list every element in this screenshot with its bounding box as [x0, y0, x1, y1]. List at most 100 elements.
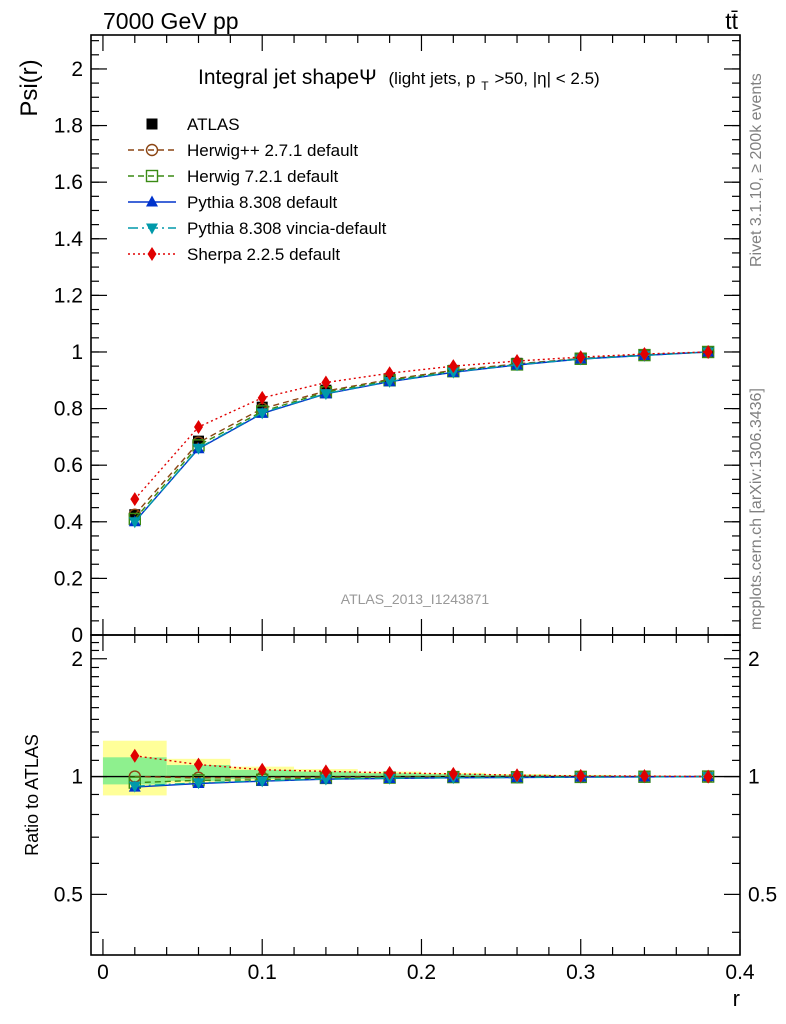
ratio-series-line	[134, 775, 709, 784]
ratio-data-point	[319, 774, 332, 786]
ratio-series-line	[134, 775, 709, 787]
mcplots-note: mcplots.cern.ch [arXiv:1306.3436]	[748, 388, 765, 630]
data-point	[256, 408, 269, 420]
ratio-ylabel: Ratio to ATLAS	[22, 734, 42, 856]
series-line	[134, 351, 709, 500]
plot-title-sub-rest: >50, |η| < 2.5)	[494, 69, 599, 88]
data-point	[448, 359, 458, 374]
main-panel: 0 0.2 0.4 0.6 0.8 1 1.2 1.4 1.6 1.8 2 Integral jet…	[54, 34, 741, 647]
ratio-data-point	[256, 776, 269, 788]
series-sherpa-2-2-5-default	[130, 344, 713, 507]
legend-marker	[146, 118, 158, 130]
ratio-series-group	[128, 748, 715, 793]
plot-title-subscript: T	[481, 79, 489, 93]
legend-entry: Sherpa 2.2.5 default	[128, 245, 340, 264]
main-ytick-label: 1.2	[54, 284, 83, 307]
data-point	[193, 435, 205, 447]
legend: ATLAS Herwig++ 2.7.1 default Herwig 7.2.1 …	[128, 115, 387, 264]
ratio-xtick-label: 0.4	[725, 961, 755, 984]
ratio-xtick-label: 0.1	[248, 961, 277, 984]
legend-entry: Herwig 7.2.1 default	[128, 167, 338, 186]
series-pythia-8-308-default	[128, 345, 715, 527]
data-point	[194, 419, 204, 434]
legend-label: Sherpa 2.2.5 default	[187, 245, 340, 264]
data-point	[321, 375, 331, 390]
ratio-frame	[90, 634, 741, 956]
legend-marker	[147, 247, 157, 261]
ratio-series-line	[134, 755, 709, 778]
ratio-data-point	[257, 762, 267, 777]
data-point	[639, 346, 649, 361]
ratio-series-sherpa-2-2-5-default	[130, 748, 713, 784]
data-point	[385, 366, 395, 381]
legend-entry: Herwig++ 2.7.1 default	[128, 141, 358, 160]
ratio-xlabel: r	[733, 986, 740, 1011]
series-atlas	[129, 346, 714, 521]
main-ytick-label: 0.8	[54, 398, 83, 421]
legend-marker	[145, 169, 159, 183]
main-ytick-label: 0	[71, 624, 83, 647]
data-point	[128, 517, 141, 529]
plot-title: Integral jet shapeΨ (light jets, p T >50…	[198, 66, 600, 95]
ratio-axis-ticks: 0.5 0.5 1 1 2 2 0 0.1 0.2 0.3 0.4	[54, 635, 777, 984]
ratio-xtick-label: 0.2	[407, 961, 436, 984]
series-herwig-7-2-1-default	[128, 345, 715, 526]
legend-marker	[145, 143, 159, 157]
ratio-data-point	[703, 769, 713, 784]
ratio-ytick-label-right: 1	[748, 766, 760, 789]
legend-label: Herwig 7.2.1 default	[187, 167, 338, 186]
legend-label: Pythia 8.308 vincia-default	[187, 219, 387, 238]
main-ytick-label: 1.8	[54, 115, 83, 138]
main-ytick-label: 1.6	[54, 171, 83, 194]
ratio-data-point	[128, 781, 141, 793]
data-point	[257, 390, 267, 405]
legend-entry: ATLAS	[146, 115, 240, 134]
main-ytick-label: 0.2	[54, 567, 83, 590]
data-point	[576, 350, 586, 365]
ratio-data-point	[192, 778, 205, 790]
ratio-xtick-label: 0.3	[566, 961, 595, 984]
ratio-data-point	[130, 748, 140, 763]
ratio-series-line	[134, 775, 709, 779]
data-point	[703, 344, 713, 359]
series-line	[134, 351, 709, 523]
main-series-group	[128, 344, 715, 529]
ratio-data-point	[576, 768, 586, 783]
ratio-ytick-label: 2	[71, 648, 83, 671]
plot-title-sub: (light jets, p	[389, 69, 476, 88]
main-axis-ticks: 0 0.2 0.4 0.6 0.8 1 1.2 1.4 1.6 1.8 2	[54, 35, 741, 647]
legend-entry: Pythia 8.308 default	[128, 193, 338, 212]
ratio-data-point	[639, 769, 649, 784]
legend-label: ATLAS	[187, 115, 240, 134]
ratio-data-point	[194, 757, 204, 772]
rivet-note: Rivet 3.1.10, ≥ 200k events	[748, 73, 765, 267]
ratio-data-point	[385, 765, 395, 780]
data-point	[512, 354, 522, 369]
ratio-data-point	[321, 764, 331, 779]
legend-marker	[146, 223, 158, 235]
ratio-ytick-label-right: 0.5	[748, 883, 777, 906]
legend-label: Pythia 8.308 default	[187, 193, 338, 212]
main-ytick-label: 2	[71, 58, 83, 81]
legend-label: Herwig++ 2.7.1 default	[187, 141, 358, 160]
data-point	[130, 492, 140, 507]
main-ytick-label: 1	[71, 341, 83, 364]
ratio-data-point	[512, 768, 522, 783]
header-energy-label: 7000 GeV pp	[103, 8, 239, 34]
legend-marker	[146, 195, 158, 207]
ratio-ytick-label-right: 2	[748, 648, 760, 671]
main-ylabel: Psi(r)	[16, 59, 43, 116]
data-point	[192, 443, 205, 455]
data-point	[383, 376, 396, 388]
ratio-panel: 0.5 0.5 1 1 2 2 0 0.1 0.2 0.3 0.4	[54, 634, 777, 984]
ratio-ytick-label: 1	[71, 766, 83, 789]
main-ytick-label: 1.4	[54, 228, 84, 251]
series-line	[134, 351, 709, 523]
plot-title-main: Integral jet shapeΨ	[198, 66, 377, 89]
series-herwig-2-7-1-default	[128, 345, 715, 521]
header-process-label: tt̄	[725, 8, 738, 34]
legend-entry: Pythia 8.308 vincia-default	[128, 219, 387, 238]
ratio-ytick-label: 0.5	[54, 883, 83, 906]
data-point	[319, 389, 332, 401]
